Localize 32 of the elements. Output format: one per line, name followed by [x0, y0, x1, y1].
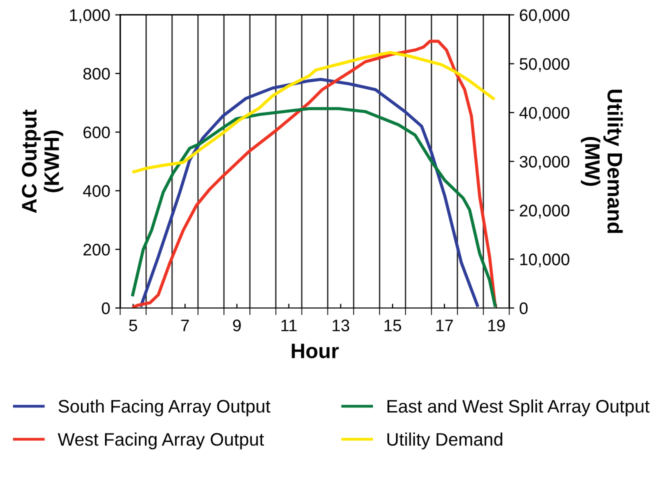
y2-tick-label: 20,000 [520, 204, 570, 218]
x-tick-label: 9 [233, 320, 241, 332]
line-series [130, 40, 497, 308]
x-axis-title: Hour [292, 344, 339, 358]
legend-label: Utility Demand [387, 432, 502, 450]
y-tick-label: 200 [83, 244, 110, 256]
legend-label: East and West Split Array Output [388, 399, 650, 416]
line-series [130, 107, 497, 308]
y-axis-title: AC Output (KWH) [22, 110, 64, 213]
legend-label: South Facing Array Output [58, 399, 270, 416]
line-series [139, 78, 480, 308]
y2-tick-label: 0 [520, 302, 528, 314]
x-tick-label: 11 [281, 320, 297, 332]
y-tick-label: 600 [84, 126, 110, 138]
y-tick-label: 800 [83, 68, 110, 80]
x-tick-label: 5 [129, 320, 138, 332]
legend-label: West Facing Array Output [58, 432, 264, 450]
y2-tick-label: 40,000 [519, 106, 570, 121]
y2-tick-label: 10,000 [520, 254, 570, 268]
x-tick-label: 17 [436, 320, 453, 332]
y2-tick-label: 30,000 [520, 156, 570, 170]
x-tick-label: 13 [332, 320, 350, 332]
y2-axis-title: Utility Demand (MW) [580, 90, 623, 233]
x-tick-label: 7 [181, 320, 189, 332]
y2-tick-label: 60,000 [520, 9, 570, 24]
y2-tick-label: 50,000 [520, 58, 570, 72]
y-tick-label: 400 [83, 185, 110, 197]
line-series [130, 50, 496, 174]
y-tick-label: 1,000 [70, 9, 110, 24]
x-tick-label: 15 [384, 320, 402, 332]
x-tick-label: 19 [488, 320, 505, 332]
y-tick-label: 0 [102, 302, 110, 314]
